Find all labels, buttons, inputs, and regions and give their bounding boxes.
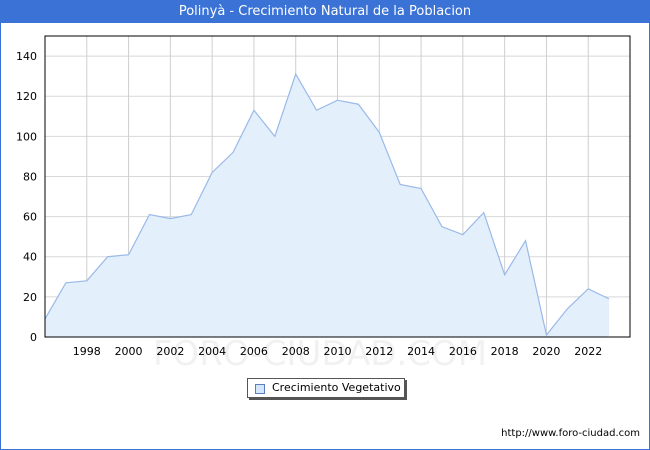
x-tick-label: 2008 bbox=[282, 345, 310, 358]
y-tick-label: 100 bbox=[16, 130, 37, 143]
x-tick-label: 2022 bbox=[574, 345, 602, 358]
y-tick-label: 80 bbox=[23, 170, 37, 183]
x-tick-label: 2000 bbox=[115, 345, 143, 358]
y-tick-label: 60 bbox=[23, 211, 37, 224]
area-fill bbox=[45, 74, 610, 338]
plot-border bbox=[44, 35, 631, 338]
y-tick-label: 40 bbox=[23, 251, 37, 264]
x-tick-label: 2012 bbox=[365, 345, 393, 358]
x-tick-label: 2006 bbox=[240, 345, 268, 358]
legend-label: Crecimiento Vegetativo bbox=[272, 381, 401, 394]
y-tick-label: 20 bbox=[23, 291, 37, 304]
x-tick-label: 2020 bbox=[532, 345, 560, 358]
y-tick-label: 140 bbox=[16, 50, 37, 63]
x-tick-label: 2018 bbox=[491, 345, 519, 358]
x-tick-label: 2010 bbox=[324, 345, 352, 358]
x-tick-label: 2016 bbox=[449, 345, 477, 358]
legend: Crecimiento Vegetativo bbox=[247, 378, 405, 398]
chart-title: Polinyà - Crecimiento Natural de la Pobl… bbox=[0, 0, 650, 23]
x-tick-label: 2004 bbox=[198, 345, 226, 358]
x-tick-label: 1998 bbox=[73, 345, 101, 358]
data-line bbox=[44, 72, 610, 337]
y-tick-label: 0 bbox=[30, 331, 37, 344]
x-tick-label: 2002 bbox=[156, 345, 184, 358]
watermark: FORO-CIUDAD.COM bbox=[153, 334, 487, 374]
source-url: http://www.foro-ciudad.com bbox=[501, 428, 640, 439]
x-tick-label: 2014 bbox=[407, 345, 435, 358]
legend-swatch-icon bbox=[255, 384, 265, 394]
y-tick-label: 120 bbox=[16, 90, 37, 103]
